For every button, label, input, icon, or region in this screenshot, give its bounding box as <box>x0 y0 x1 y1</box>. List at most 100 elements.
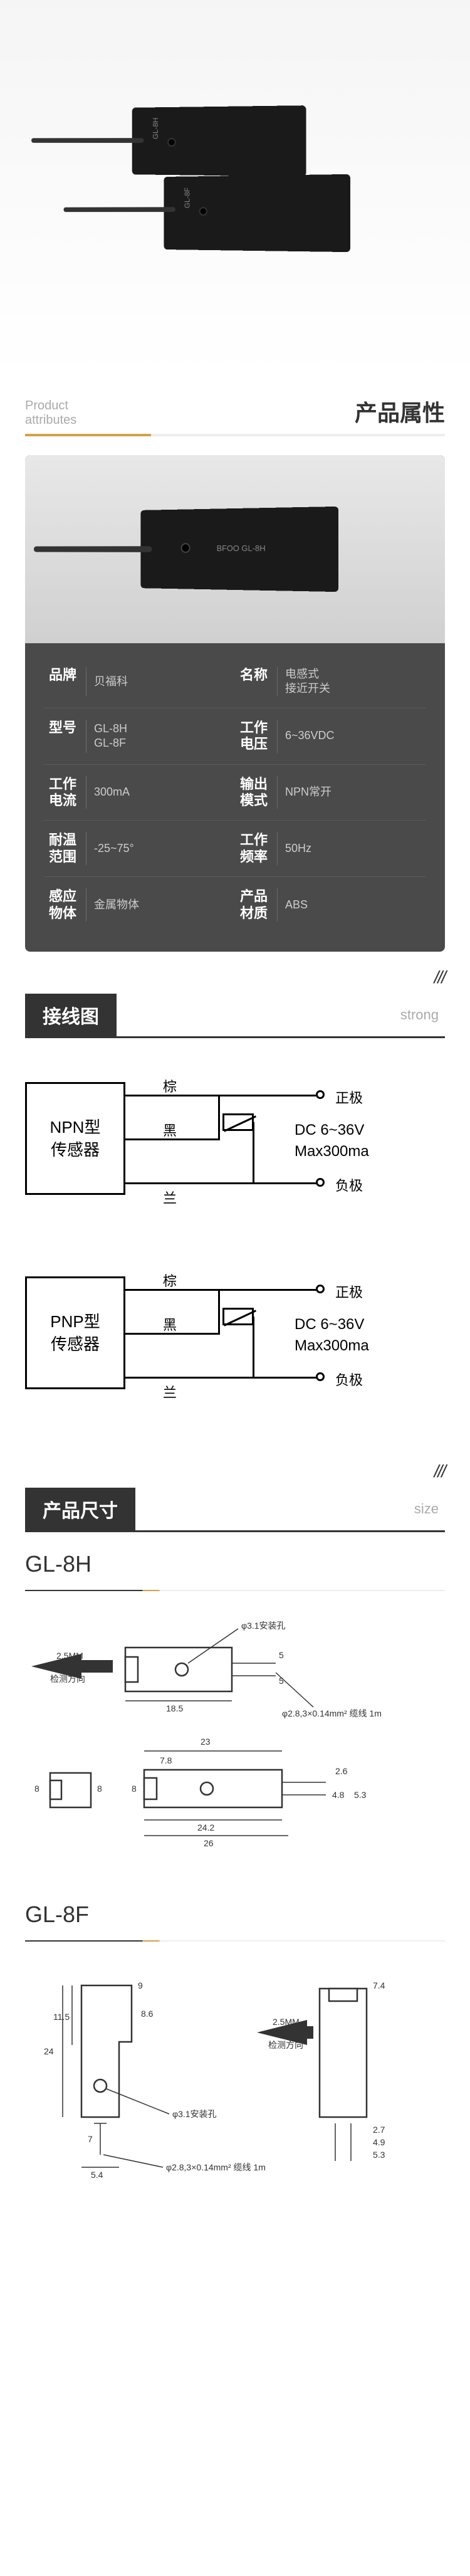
sensor-gl8h: GL-8H <box>132 105 306 177</box>
sensor-label: GL-8F <box>183 187 191 208</box>
dims-gl8f: GL-8F 24 11.5 8.6 9 φ3.1安装孔 φ2.8,3×0.14m… <box>25 1901 445 2202</box>
label-positive: 正极 <box>335 1281 363 1301</box>
terminal <box>316 1090 325 1099</box>
spec-value: 贝福科 <box>94 667 128 697</box>
svg-text:5.4: 5.4 <box>91 2170 103 2180</box>
svg-text:5: 5 <box>279 1650 284 1660</box>
svg-text:8: 8 <box>132 1784 137 1794</box>
sensor-hole <box>181 543 191 553</box>
svg-text:8: 8 <box>34 1784 39 1794</box>
attributes-header: Product attributes 产品属性 <box>0 376 470 434</box>
svg-text:24.2: 24.2 <box>197 1822 214 1832</box>
svg-text:4.8: 4.8 <box>332 1790 345 1800</box>
dims-gl8h: GL-8H 2.5MM 检测方向 φ3.1安装孔 φ2.8,3×0.14mm² … <box>25 1551 445 1876</box>
spec-value: 50Hz <box>285 832 311 865</box>
svg-text:26: 26 <box>204 1838 214 1848</box>
sensor-hole <box>167 138 175 147</box>
wire-brown <box>125 1095 320 1096</box>
spec-row: 工作 电流300mA输出 模式NPN常开 <box>44 765 426 821</box>
wire-vert <box>218 1289 220 1335</box>
power-spec: DC 6~36VMax300ma <box>295 1120 369 1162</box>
label-positive: 正极 <box>335 1087 363 1107</box>
spec-value: 300mA <box>94 776 130 809</box>
model-title: GL-8H <box>25 1551 445 1577</box>
sensor-box: NPN型 传感器 <box>25 1082 125 1195</box>
svg-text:检测方向: 检测方向 <box>50 1674 85 1684</box>
sensor-label: BFOO GL-8H <box>217 544 266 553</box>
spec-value: NPN常开 <box>285 776 332 809</box>
wire-vert <box>253 1317 254 1378</box>
wire-blue <box>125 1377 320 1379</box>
svg-text:11.5: 11.5 <box>53 2012 70 2022</box>
spec-cell: 工作 电压6~36VDC <box>235 708 426 764</box>
spec-table: 品牌贝福科名称电感式 接近开关型号GL-8H GL-8F工作 电压6~36VDC… <box>25 643 445 952</box>
label-blue: 兰 <box>163 1382 177 1402</box>
svg-text:φ3.1安装孔: φ3.1安装孔 <box>241 1621 286 1631</box>
label-black: 黑 <box>163 1314 177 1334</box>
dims-title: 产品尺寸 <box>25 1488 135 1530</box>
slash-deco: /// <box>0 952 470 994</box>
svg-text:9: 9 <box>138 1980 143 1990</box>
sensor-pair: GL-8H GL-8F <box>78 94 392 282</box>
svg-text:4.9: 4.9 <box>373 2137 385 2147</box>
spec-cell: 工作 频率50Hz <box>235 821 426 876</box>
svg-text:2.5MM: 2.5MM <box>56 1651 83 1661</box>
spec-cell: 型号GL-8H GL-8F <box>44 708 235 764</box>
terminal <box>316 1285 325 1293</box>
spec-block: BFOO GL-8H 品牌贝福科名称电感式 接近开关型号GL-8H GL-8F工… <box>25 455 445 952</box>
wiring-diagram: NPN型 传感器 棕 正极 黑 兰 负极 DC 6~36VMax300ma <box>25 1057 445 1220</box>
spec-value: 电感式 接近开关 <box>285 667 330 697</box>
hero-image: GL-8H GL-8F <box>0 0 470 376</box>
spec-row: 品牌贝福科名称电感式 接近开关 <box>44 656 426 708</box>
spec-row: 耐温 范围-25~75°工作 频率50Hz <box>44 821 426 877</box>
svg-text:5: 5 <box>279 1676 284 1686</box>
spec-row: 感应 物体金属物体产品 材质 ABS <box>44 877 426 933</box>
wiring-sub: strong <box>400 1007 445 1023</box>
label-brown: 棕 <box>163 1076 177 1096</box>
dims-header: 产品尺寸 size <box>25 1488 445 1532</box>
spec-cell: 产品 材质 ABS <box>235 877 426 933</box>
spec-key: 品牌 <box>49 667 86 697</box>
spec-key: 工作 电压 <box>240 720 278 753</box>
spec-value: 6~36VDC <box>285 720 335 753</box>
dims-drawing-gl8f: 24 11.5 8.6 9 φ3.1安装孔 φ2.8,3×0.14mm² 缆线 … <box>25 1960 445 2199</box>
svg-text:5.3: 5.3 <box>354 1790 367 1800</box>
sensor-hole <box>199 207 207 216</box>
svg-text:5.3: 5.3 <box>373 2150 385 2160</box>
divider <box>25 434 445 436</box>
relay-icon <box>222 1113 254 1131</box>
relay-icon <box>222 1308 254 1325</box>
spec-cell: 耐温 范围-25~75° <box>44 821 235 876</box>
sensor-type-2: 传感器 <box>51 1138 100 1161</box>
divider <box>25 1590 445 1591</box>
svg-text:2.7: 2.7 <box>373 2125 385 2135</box>
label-negative: 负极 <box>335 1175 363 1195</box>
terminal <box>316 1178 325 1187</box>
label-brown: 棕 <box>163 1270 177 1290</box>
svg-text:φ2.8,3×0.14mm² 缆线 1m: φ2.8,3×0.14mm² 缆线 1m <box>282 1708 382 1718</box>
sensor-type-2: 传感器 <box>51 1333 100 1355</box>
header-en: Product attributes <box>25 399 76 428</box>
spec-key: 产品 材质 <box>240 888 278 922</box>
spec-cell: 感应 物体金属物体 <box>44 877 235 933</box>
spec-cell: 品牌贝福科 <box>44 656 235 708</box>
spec-value: 金属物体 <box>94 888 139 922</box>
terminal <box>316 1372 325 1381</box>
spec-key: 名称 <box>240 667 278 697</box>
svg-text:φ3.1安装孔: φ3.1安装孔 <box>172 2109 217 2119</box>
spec-value: ABS <box>285 888 308 922</box>
dims-sub: size <box>414 1501 445 1517</box>
svg-text:2.5MM: 2.5MM <box>273 2017 300 2027</box>
wire-vert <box>253 1122 254 1184</box>
spec-image: BFOO GL-8H <box>25 455 445 643</box>
label-blue: 兰 <box>163 1187 177 1207</box>
svg-text:23: 23 <box>201 1737 211 1747</box>
wiring-title: 接线图 <box>25 994 117 1036</box>
spec-cell: 输出 模式NPN常开 <box>235 765 426 821</box>
dims-drawing-gl8h: 2.5MM 检测方向 φ3.1安装孔 φ2.8,3×0.14mm² 缆线 1m … <box>25 1610 445 1873</box>
spec-value: -25~75° <box>94 832 134 865</box>
model-title: GL-8F <box>25 1901 445 1928</box>
spec-row: 型号GL-8H GL-8F工作 电压6~36VDC <box>44 708 426 765</box>
wire-brown <box>125 1289 320 1291</box>
sensor-box: PNP型 传感器 <box>25 1276 125 1389</box>
